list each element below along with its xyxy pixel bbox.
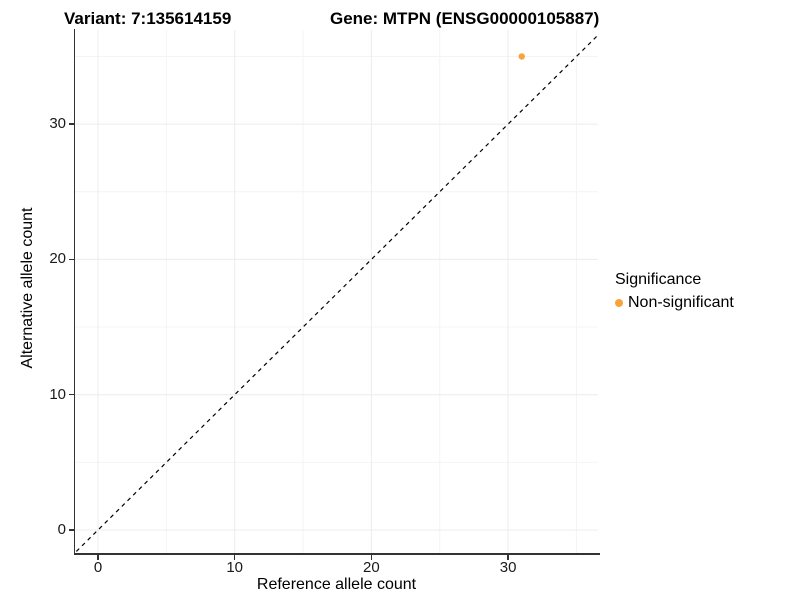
- y-tick-label: 20: [49, 250, 66, 268]
- x-axis-title: Reference allele count: [256, 576, 417, 593]
- legend-item-non-significant: Non-significant: [615, 293, 734, 313]
- x-axis-line: [73, 553, 600, 555]
- y-tick-label: 0: [57, 521, 66, 538]
- x-tick-label: 30: [499, 559, 517, 576]
- identity-reference-line: [75, 34, 598, 553]
- x-tick-label: 10: [226, 559, 244, 576]
- y-tick-label: 30: [49, 115, 66, 133]
- plot-title-variant: Variant: 7:135614159: [64, 9, 232, 28]
- y-tick-mark: [69, 529, 74, 531]
- legend-item-label: Non-significant: [628, 294, 734, 311]
- x-tick-mark: [370, 554, 373, 560]
- y-tick-mark: [69, 123, 74, 125]
- y-axis-title: Alternative allele count: [19, 207, 36, 369]
- plot-panel: [75, 30, 598, 553]
- y-axis-line: [73, 29, 75, 554]
- legend-title: Significance: [615, 271, 702, 288]
- data-point: [518, 53, 525, 60]
- legend: Significance Non-significant: [615, 270, 734, 313]
- x-tick-label: 0: [93, 559, 103, 576]
- x-tick-mark: [233, 554, 236, 560]
- y-tick-mark: [69, 258, 74, 261]
- x-tick-mark: [507, 554, 509, 560]
- y-tick-mark: [69, 393, 74, 396]
- legend-point-swatch-icon: [615, 299, 623, 307]
- plot-area-svg: [75, 30, 598, 553]
- plot-title-gene: Gene: MTPN (ENSG00000105887): [330, 9, 600, 28]
- y-tick-label: 10: [49, 385, 66, 403]
- x-tick-label: 20: [363, 559, 380, 576]
- x-tick-mark: [97, 554, 99, 560]
